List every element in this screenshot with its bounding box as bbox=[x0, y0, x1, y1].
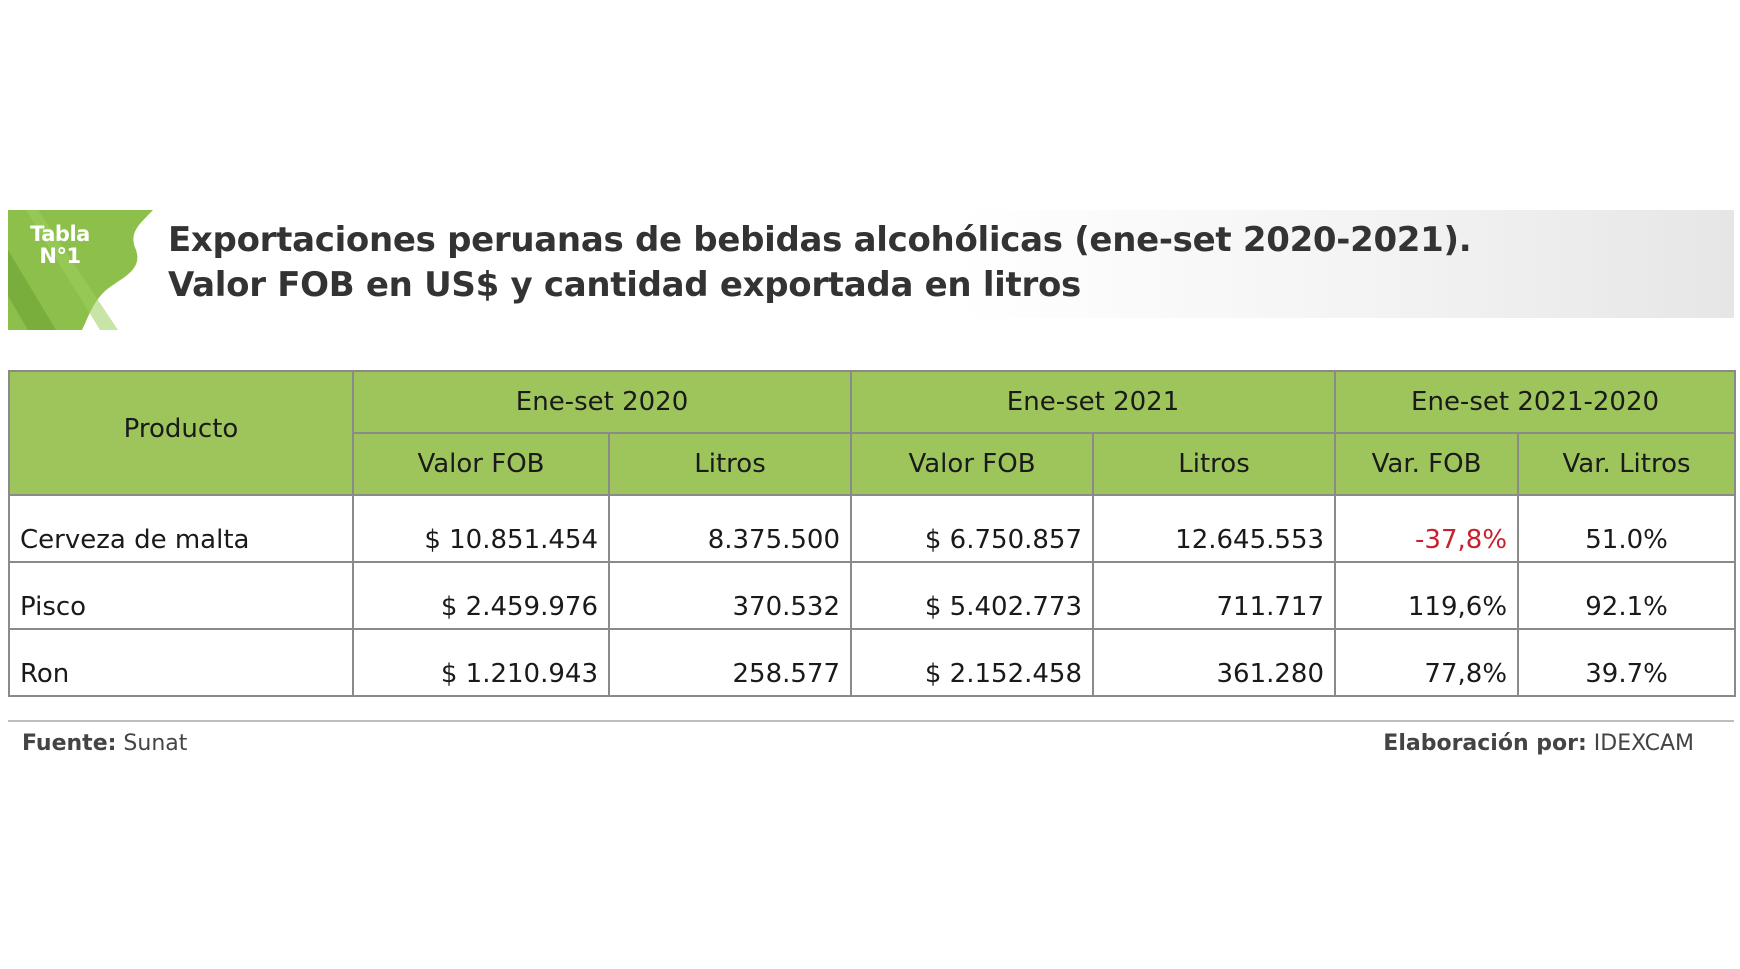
header-row-columns: Valor FOB Litros Valor FOB Litros Var. F… bbox=[9, 432, 1737, 496]
footer-source: Fuente: Sunat bbox=[22, 731, 187, 756]
header-group-2021: Ene-set 2021 bbox=[850, 370, 1337, 434]
cell-fob-2021: $ 2.152.458 bbox=[850, 629, 1095, 697]
cell-litros-2020: 8.375.500 bbox=[607, 495, 853, 563]
header-group-2020: Ene-set 2020 bbox=[351, 370, 853, 434]
table-row: Ron $ 1.210.943 258.577 $ 2.152.458 361.… bbox=[8, 629, 1737, 697]
cell-product: Cerveza de malta bbox=[8, 495, 354, 563]
title-band bbox=[8, 210, 1734, 318]
header-litros-2020: Litros bbox=[607, 432, 853, 496]
cell-var-fob: 77,8% bbox=[1334, 629, 1520, 697]
badge-line-2: N°1 bbox=[39, 244, 81, 268]
cell-litros-2020: 370.532 bbox=[607, 562, 853, 630]
badge-line-1: Tabla bbox=[30, 222, 90, 246]
cell-product: Pisco bbox=[8, 562, 354, 630]
exports-table: Producto Ene-set 2020 Ene-set 2021 Ene-s… bbox=[8, 370, 1737, 697]
cell-litros-2021: 12.645.553 bbox=[1092, 495, 1337, 563]
cell-litros-2021: 361.280 bbox=[1092, 629, 1337, 697]
cell-var-fob: -37,8% bbox=[1334, 495, 1520, 563]
header-fob-2021: Valor FOB bbox=[850, 432, 1095, 496]
page-title: Exportaciones peruanas de bebidas alcohó… bbox=[168, 218, 1472, 308]
cell-var-litros: 92.1% bbox=[1517, 562, 1737, 630]
cell-fob-2020: $ 1.210.943 bbox=[352, 629, 610, 697]
source-label: Fuente: bbox=[22, 731, 117, 756]
cell-var-litros: 39.7% bbox=[1517, 629, 1737, 697]
source-value: Sunat bbox=[123, 731, 188, 756]
table-row: Pisco $ 2.459.976 370.532 $ 5.402.773 71… bbox=[8, 562, 1737, 630]
header-litros-2021: Litros bbox=[1092, 432, 1337, 496]
cell-var-litros: 51.0% bbox=[1517, 495, 1737, 563]
header-group-variation: Ene-set 2021-2020 bbox=[1334, 370, 1737, 434]
header-product: Producto bbox=[8, 370, 354, 496]
cell-fob-2021: $ 5.402.773 bbox=[850, 562, 1095, 630]
cell-litros-2020: 258.577 bbox=[607, 629, 853, 697]
footer-credit: Elaboración por: IDEXCAM bbox=[1383, 731, 1694, 756]
title-line-1: Exportaciones peruanas de bebidas alcohó… bbox=[168, 220, 1472, 260]
title-line-2: Valor FOB en US$ y cantidad exportada en… bbox=[168, 265, 1081, 305]
header-fob-2020: Valor FOB bbox=[352, 432, 610, 496]
badge-label: Tabla N°1 bbox=[20, 223, 100, 267]
cell-fob-2021: $ 6.750.857 bbox=[850, 495, 1095, 563]
footer-divider bbox=[8, 720, 1734, 722]
credit-value: IDEXCAM bbox=[1593, 731, 1694, 756]
cell-product: Ron bbox=[8, 629, 354, 697]
cell-var-fob: 119,6% bbox=[1334, 562, 1520, 630]
header-row-groups: Producto Ene-set 2020 Ene-set 2021 Ene-s… bbox=[8, 370, 1737, 496]
credit-label: Elaboración por: bbox=[1383, 731, 1587, 756]
table-row: Cerveza de malta $ 10.851.454 8.375.500 … bbox=[8, 495, 1737, 563]
header-var-litros: Var. Litros bbox=[1517, 432, 1737, 496]
header-var-fob: Var. FOB bbox=[1334, 432, 1520, 496]
cell-fob-2020: $ 2.459.976 bbox=[352, 562, 610, 630]
cell-fob-2020: $ 10.851.454 bbox=[352, 495, 610, 563]
cell-litros-2021: 711.717 bbox=[1092, 562, 1337, 630]
table-badge bbox=[8, 210, 153, 330]
